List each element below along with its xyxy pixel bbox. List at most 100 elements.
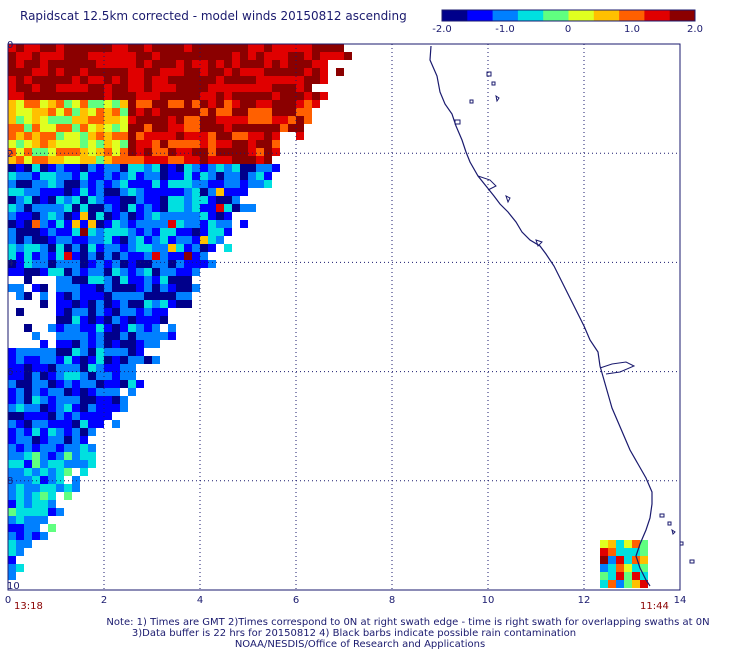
data-cell <box>24 404 32 412</box>
data-cell <box>208 172 216 180</box>
data-cell <box>144 228 152 236</box>
data-cell <box>72 188 80 196</box>
data-cell <box>288 68 296 76</box>
data-cell <box>104 140 112 148</box>
data-cell <box>240 172 248 180</box>
data-cell <box>112 196 120 204</box>
data-cell <box>128 68 136 76</box>
data-cell <box>88 108 96 116</box>
data-cell <box>272 68 280 76</box>
data-cell <box>264 108 272 116</box>
data-cell <box>16 516 24 524</box>
data-cell <box>64 76 72 84</box>
data-cell <box>104 324 112 332</box>
data-cell <box>72 308 80 316</box>
data-cell <box>208 68 216 76</box>
data-cell <box>24 492 32 500</box>
data-cell <box>112 260 120 268</box>
data-cell <box>192 236 200 244</box>
data-cell <box>8 196 16 204</box>
data-cell <box>112 140 120 148</box>
data-cell <box>88 372 96 380</box>
data-cell <box>160 108 168 116</box>
data-cell <box>104 68 112 76</box>
data-cell <box>640 580 648 588</box>
data-cell <box>120 100 128 108</box>
data-cell <box>32 332 40 340</box>
colorbar-tick-label: -2.0 <box>432 24 452 35</box>
data-cell <box>48 372 56 380</box>
data-cell <box>104 300 112 308</box>
data-cell <box>80 284 88 292</box>
data-cell <box>160 92 168 100</box>
data-cell <box>224 156 232 164</box>
data-cell <box>120 324 128 332</box>
data-cell <box>144 188 152 196</box>
data-cell <box>200 180 208 188</box>
data-cell <box>88 292 96 300</box>
data-cell <box>176 68 184 76</box>
data-cell <box>200 76 208 84</box>
data-cell <box>24 212 32 220</box>
data-cell <box>48 124 56 132</box>
data-cell <box>112 52 120 60</box>
data-cell <box>120 220 128 228</box>
data-cell <box>152 108 160 116</box>
data-cell <box>56 204 64 212</box>
data-cell <box>96 52 104 60</box>
data-cell <box>176 44 184 52</box>
data-cell <box>112 276 120 284</box>
data-cell <box>8 268 16 276</box>
data-cell <box>248 92 256 100</box>
data-cell <box>24 180 32 188</box>
data-cell <box>136 332 144 340</box>
data-cell <box>160 148 168 156</box>
data-cell <box>232 52 240 60</box>
data-cell <box>256 108 264 116</box>
data-cell <box>184 260 192 268</box>
data-cell <box>248 156 256 164</box>
data-cell <box>24 452 32 460</box>
data-cell <box>296 52 304 60</box>
data-cell <box>200 44 208 52</box>
data-cell <box>120 356 128 364</box>
data-cell <box>104 364 112 372</box>
data-cell <box>80 188 88 196</box>
data-cell <box>8 388 16 396</box>
data-cell <box>56 140 64 148</box>
data-cell <box>192 260 200 268</box>
data-cell <box>40 164 48 172</box>
data-cell <box>312 68 320 76</box>
data-cell <box>104 228 112 236</box>
data-cell <box>112 324 120 332</box>
data-cell <box>608 548 616 556</box>
data-cell <box>112 284 120 292</box>
data-cell <box>224 188 232 196</box>
data-cell <box>96 156 104 164</box>
data-cell <box>96 236 104 244</box>
data-cell <box>32 420 40 428</box>
data-cell <box>240 156 248 164</box>
data-cell <box>144 244 152 252</box>
data-cell <box>152 68 160 76</box>
data-cell <box>80 380 88 388</box>
data-cell <box>32 204 40 212</box>
data-cell <box>248 140 256 148</box>
data-cell <box>80 412 88 420</box>
data-cell <box>72 100 80 108</box>
data-cell <box>56 460 64 468</box>
data-cell <box>184 148 192 156</box>
data-cell <box>96 348 104 356</box>
data-cell <box>288 92 296 100</box>
data-cell <box>152 316 160 324</box>
data-cell <box>40 364 48 372</box>
data-cell <box>128 332 136 340</box>
data-cell <box>64 348 72 356</box>
data-cell <box>88 196 96 204</box>
data-cell <box>72 436 80 444</box>
data-cell <box>112 212 120 220</box>
data-cell <box>160 196 168 204</box>
data-cell <box>80 180 88 188</box>
data-cell <box>248 100 256 108</box>
data-cell <box>136 156 144 164</box>
